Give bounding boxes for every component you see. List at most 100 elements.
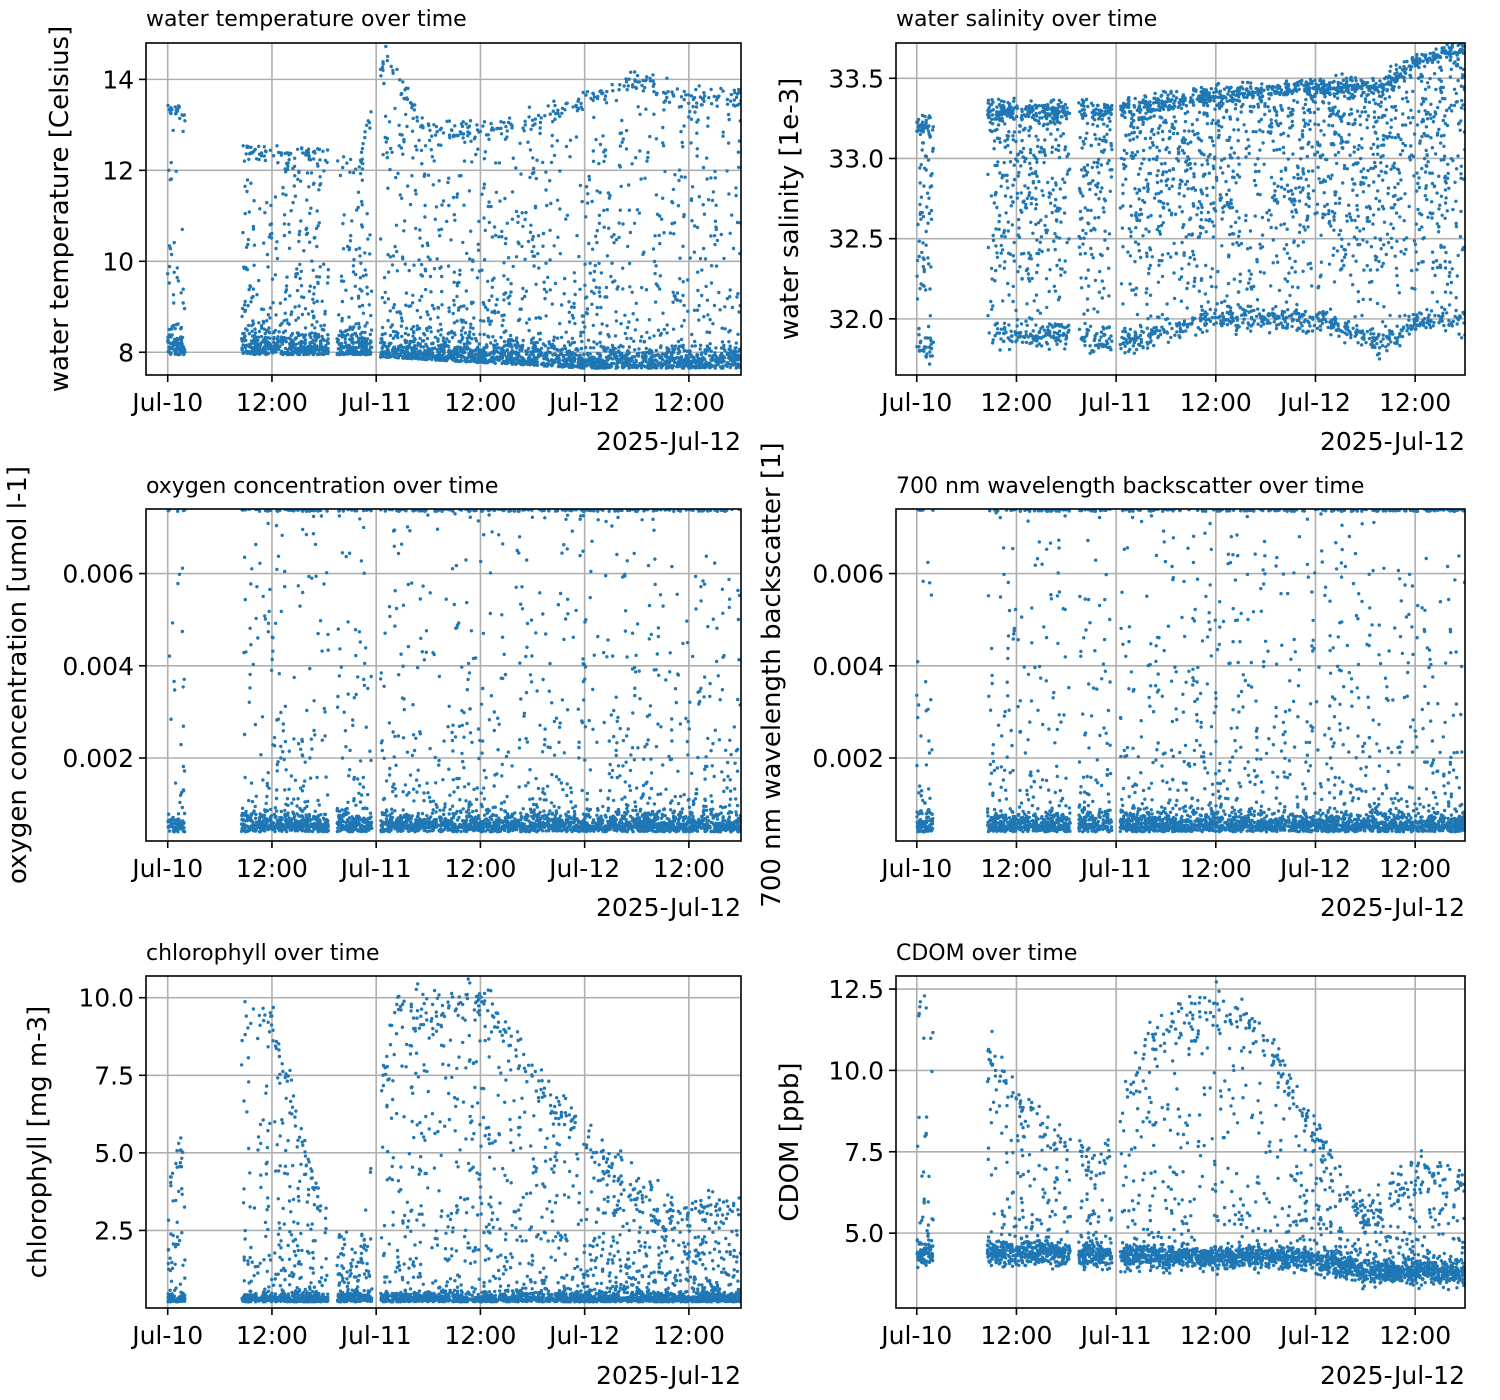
data-point [1257,169,1261,173]
data-point [1368,268,1373,272]
data-point [490,285,494,289]
data-point [315,275,319,279]
data-point [693,344,697,348]
data-point [705,344,709,348]
data-point [655,366,659,370]
data-point [1107,266,1111,270]
data-point [1045,127,1050,131]
data-point [1435,300,1440,304]
data-point [241,230,245,235]
data-point [1274,304,1278,309]
data-point [439,333,443,337]
data-point [709,281,714,285]
data-point [506,343,511,348]
data-point [517,242,521,246]
data-point [1234,102,1238,107]
data-point [1220,300,1224,305]
data-point [522,360,526,364]
data-point [1440,305,1444,309]
data-point [995,105,999,109]
data-point [430,342,434,346]
data-point [993,334,997,338]
data-point [1101,206,1106,210]
data-point [351,348,356,352]
data-point [306,312,311,316]
data-point [452,298,456,303]
data-point [633,355,637,359]
data-point [672,293,676,298]
data-point [558,207,562,211]
data-point [1290,285,1295,289]
data-point [293,194,298,198]
data-point [506,361,510,365]
data-point [921,241,925,245]
data-point [1165,202,1170,206]
data-point [522,129,526,133]
data-point [709,357,713,362]
data-point [653,300,658,304]
data-point [1213,308,1218,312]
data-point [1244,218,1248,223]
data-point [724,363,728,367]
data-point [1136,172,1141,176]
data-point [474,347,478,352]
data-point [702,94,707,98]
data-point [1360,146,1364,150]
data-point [582,314,586,318]
data-point [931,340,936,344]
data-point [579,347,584,351]
data-point [584,215,588,219]
data-point [400,319,404,323]
data-point [1234,332,1238,337]
data-point [316,281,320,286]
data-point [583,325,587,329]
data-point [245,178,250,182]
data-point [1204,230,1208,234]
data-point [1329,333,1333,337]
data-point [358,254,362,258]
data-point [1008,160,1013,164]
data-point [1334,73,1338,78]
data-point [677,178,681,183]
data-point [491,351,496,356]
data-point [1032,299,1036,303]
data-point [316,224,320,228]
data-point [348,239,353,243]
data-point [658,345,663,350]
data-point [526,239,531,244]
data-point [488,359,492,364]
data-point [523,217,527,222]
data-point [515,344,519,348]
data-point [655,212,660,216]
data-point [1389,236,1394,241]
data-point [495,297,499,302]
data-point [917,239,921,243]
data-point [663,361,667,366]
data-point [661,125,665,130]
data-point [447,348,451,352]
data-point [679,175,684,179]
data-point [735,220,740,225]
data-point [529,223,533,227]
data-point [711,364,715,368]
data-point [1000,176,1004,180]
data-point [621,345,625,349]
data-point [252,199,256,203]
data-point [292,184,296,188]
data-point [439,345,443,350]
data-point [618,131,622,136]
data-point [246,237,251,242]
data-point [407,342,412,346]
data-point [287,346,292,350]
data-point [692,96,697,100]
data-point [340,299,345,304]
data-point [1450,324,1455,328]
data-point [494,233,498,237]
data-point [361,274,365,278]
data-point [497,346,501,350]
data-point [1308,110,1312,115]
data-point [475,276,480,280]
data-point [722,343,726,348]
data-point [360,335,364,340]
data-point [733,352,737,357]
